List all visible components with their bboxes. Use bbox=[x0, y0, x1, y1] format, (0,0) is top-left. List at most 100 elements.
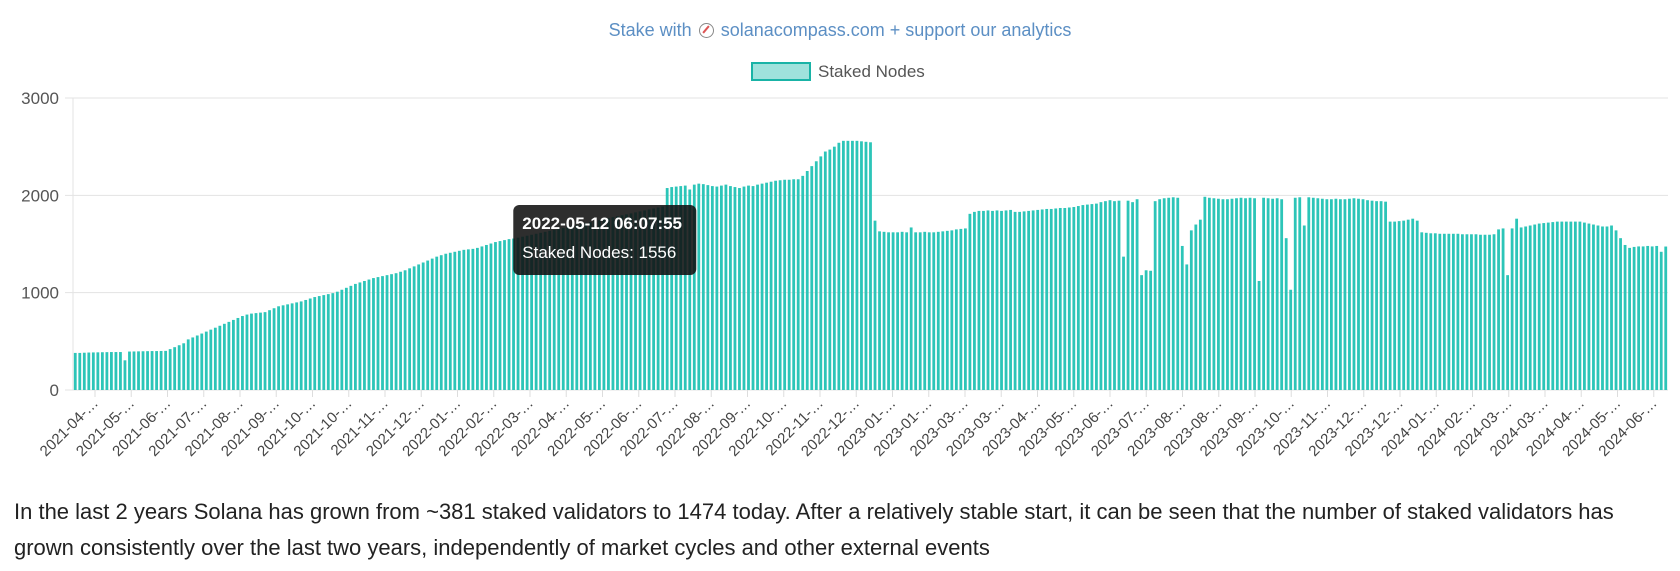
bar[interactable] bbox=[1497, 229, 1500, 390]
bar[interactable] bbox=[774, 180, 778, 390]
bar[interactable] bbox=[1578, 221, 1582, 390]
bar[interactable] bbox=[335, 291, 339, 390]
bar[interactable] bbox=[1217, 198, 1220, 390]
bar[interactable] bbox=[159, 350, 163, 390]
bar[interactable] bbox=[1189, 230, 1193, 390]
bar[interactable] bbox=[489, 243, 493, 390]
bar[interactable] bbox=[1289, 289, 1293, 390]
bar[interactable] bbox=[1370, 200, 1374, 390]
bar[interactable] bbox=[638, 211, 642, 390]
bar[interactable] bbox=[1601, 226, 1604, 390]
bar[interactable] bbox=[1506, 275, 1509, 390]
bar[interactable] bbox=[1325, 199, 1329, 390]
bar[interactable] bbox=[340, 289, 344, 390]
bar[interactable] bbox=[390, 274, 393, 390]
bar[interactable] bbox=[1406, 219, 1410, 390]
bar[interactable] bbox=[322, 295, 326, 390]
bar[interactable] bbox=[114, 352, 118, 390]
bar[interactable] bbox=[1451, 233, 1455, 390]
bar[interactable] bbox=[448, 252, 452, 390]
bar[interactable] bbox=[851, 140, 854, 390]
bar[interactable] bbox=[597, 220, 601, 390]
bar[interactable] bbox=[1262, 197, 1265, 390]
bar[interactable] bbox=[625, 214, 628, 390]
bar[interactable] bbox=[1334, 198, 1338, 390]
bar[interactable] bbox=[376, 277, 380, 390]
bar[interactable] bbox=[259, 312, 262, 390]
bar[interactable] bbox=[1320, 198, 1324, 390]
bar[interactable] bbox=[155, 351, 158, 390]
bar[interactable] bbox=[421, 262, 425, 390]
bar[interactable] bbox=[652, 208, 656, 390]
bar[interactable] bbox=[485, 244, 488, 390]
bar[interactable] bbox=[1366, 200, 1369, 390]
bar[interactable] bbox=[557, 228, 561, 390]
bar[interactable] bbox=[1461, 234, 1464, 390]
bar[interactable] bbox=[1311, 197, 1315, 390]
bar[interactable] bbox=[123, 360, 127, 390]
bar[interactable] bbox=[1095, 203, 1098, 390]
bar[interactable] bbox=[1090, 204, 1094, 390]
bar[interactable] bbox=[1420, 232, 1424, 390]
bar[interactable] bbox=[272, 308, 276, 390]
bar[interactable] bbox=[1474, 234, 1478, 390]
bar[interactable] bbox=[73, 352, 77, 390]
bar[interactable] bbox=[100, 352, 104, 390]
bar[interactable] bbox=[819, 156, 823, 390]
bar[interactable] bbox=[308, 298, 312, 390]
bar[interactable] bbox=[1447, 233, 1451, 390]
bar[interactable] bbox=[620, 215, 624, 390]
bar[interactable] bbox=[1036, 209, 1040, 390]
bar[interactable] bbox=[1524, 226, 1528, 390]
bar[interactable] bbox=[476, 247, 479, 390]
bar[interactable] bbox=[837, 142, 841, 390]
bar[interactable] bbox=[841, 140, 845, 390]
bar[interactable] bbox=[683, 185, 687, 390]
bar[interactable] bbox=[1280, 199, 1284, 390]
bar[interactable] bbox=[146, 351, 149, 390]
bar[interactable] bbox=[801, 175, 805, 390]
bar[interactable] bbox=[534, 233, 538, 390]
bar[interactable] bbox=[200, 333, 204, 390]
bar[interactable] bbox=[1162, 198, 1166, 390]
bar[interactable] bbox=[1131, 202, 1134, 390]
bar[interactable] bbox=[137, 351, 140, 390]
bar[interactable] bbox=[688, 189, 692, 390]
bar[interactable] bbox=[466, 249, 470, 390]
bar[interactable] bbox=[1438, 233, 1442, 390]
bar[interactable] bbox=[914, 232, 918, 390]
bar[interactable] bbox=[241, 316, 244, 390]
bar[interactable] bbox=[326, 294, 330, 390]
bar[interactable] bbox=[1664, 246, 1668, 390]
bar[interactable] bbox=[1113, 201, 1116, 390]
bar[interactable] bbox=[742, 186, 746, 390]
bar[interactable] bbox=[1284, 238, 1288, 390]
bar[interactable] bbox=[232, 319, 235, 390]
bar[interactable] bbox=[1054, 208, 1058, 390]
bar[interactable] bbox=[1388, 221, 1392, 390]
bar[interactable] bbox=[358, 282, 362, 390]
bar[interactable] bbox=[1357, 198, 1360, 390]
bar[interactable] bbox=[1031, 210, 1035, 390]
bar[interactable] bbox=[701, 184, 705, 390]
bar[interactable] bbox=[399, 271, 402, 390]
bar[interactable] bbox=[1248, 197, 1252, 390]
bar[interactable] bbox=[444, 253, 448, 390]
bar[interactable] bbox=[1180, 245, 1184, 390]
bar[interactable] bbox=[1614, 230, 1618, 390]
bar[interactable] bbox=[855, 140, 859, 390]
bar[interactable] bbox=[1329, 199, 1333, 390]
bar[interactable] bbox=[96, 352, 100, 390]
bar[interactable] bbox=[503, 240, 506, 390]
bar[interactable] bbox=[317, 296, 321, 390]
bar[interactable] bbox=[471, 248, 475, 390]
bar[interactable] bbox=[1045, 208, 1049, 390]
bar[interactable] bbox=[299, 301, 303, 390]
bar[interactable] bbox=[141, 351, 145, 390]
bar[interactable] bbox=[647, 209, 651, 390]
legend-label[interactable]: Staked Nodes bbox=[818, 62, 925, 81]
bar[interactable] bbox=[1415, 220, 1419, 390]
bar[interactable] bbox=[209, 329, 213, 390]
stake-prefix[interactable]: Stake with bbox=[608, 20, 692, 40]
bar[interactable] bbox=[959, 228, 963, 390]
